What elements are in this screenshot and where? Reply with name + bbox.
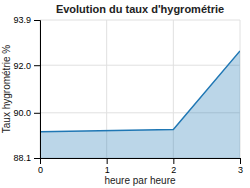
title: Evolution du taux d'hygrométrie [56,3,224,15]
y-tick: 88.1 [13,153,40,163]
y-tick: 90.0 [13,108,40,118]
x-tick-mark [240,158,241,164]
y-axis-line [34,21,41,159]
x-tick-mark [173,158,174,164]
x-tick-label: 3 [238,165,243,175]
y-tick-label: 93.9 [13,15,31,25]
chart: 0 1 2 3 88.1 90.0 92.0 93.9 Evolution du taux d'… [0,0,250,188]
y-tick-mark [34,65,40,66]
grid [40,20,240,158]
x-tick-label: 0 [38,165,43,175]
y-tick: 93.9 [13,15,40,25]
plot: 0 1 2 3 88.1 90.0 92.0 93.9 [13,15,243,175]
y-grid-line [40,65,240,66]
x-tick: 1 [105,158,110,175]
y-axis-title: Taux hygrométrie % [1,45,12,133]
y-tick-label: 90.0 [13,108,31,118]
x-tick: 3 [238,158,243,175]
x-tick-label: 2 [171,165,176,175]
x-axis: 0 1 2 3 [38,158,243,175]
x-axis-title: heure par heure [104,175,176,186]
y-grid-line [40,20,240,21]
line [40,51,240,132]
x-tick-mark [107,158,108,164]
y-tick-mark [34,158,40,159]
y-tick-label: 88.1 [13,153,31,163]
x-tick-label: 1 [105,165,110,175]
y-axis: 88.1 90.0 92.0 93.9 [13,15,40,163]
marks [40,51,240,158]
y-tick-mark [34,113,40,114]
y-tick-label: 92.0 [13,61,31,71]
y-tick: 92.0 [13,61,40,71]
x-tick: 2 [171,158,176,175]
y-tick-mark [34,20,40,21]
x-axis-line [41,159,241,165]
x-tick: 0 [38,158,43,175]
area [40,51,240,158]
